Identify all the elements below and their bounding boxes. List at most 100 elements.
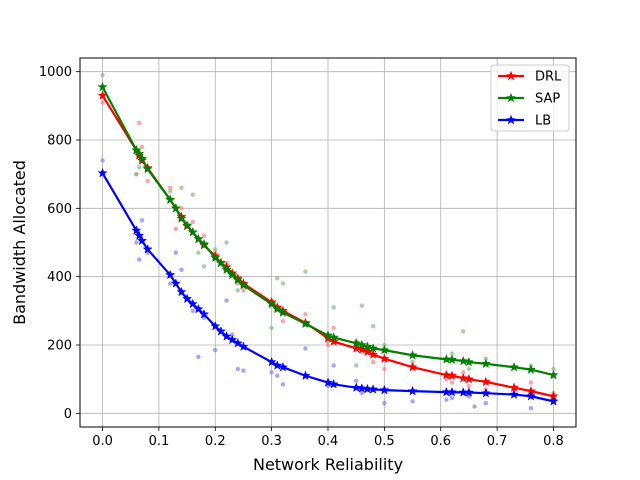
scatter-point [269,370,274,375]
scatter-point [444,376,449,382]
legend: DRL SAP LB [490,64,570,132]
legend-marker-sap [505,92,517,103]
data-point-sap [170,203,181,213]
data-point-sap [227,269,238,280]
data-point-lb [480,387,491,398]
scatter-point [303,312,308,317]
data-point-lb [266,356,277,367]
data-point-sap [221,264,232,275]
data-point-sap [165,194,176,205]
scatter-point [100,72,105,78]
scatter-point [235,366,241,372]
data-point-lb [328,378,339,389]
scatter-point [353,363,359,368]
scatter-point [370,324,376,329]
y-tick-label: 600 [47,202,72,217]
axis-ticks: 0.0 0.1 0.2 0.3 0.4 0.5 0.6 0.7 0.8 0 200 400 600 800… [39,65,564,449]
x-tick-label: 0.3 [261,434,282,449]
data-point-lb [198,308,210,319]
data-point-lb [142,244,153,254]
scatter-point [280,382,286,387]
scatter-point [213,347,218,353]
data-point-sap [215,257,226,268]
scatter-point [382,400,387,406]
scatter-point [167,185,173,191]
scatter-point [201,264,207,269]
scatter-point [303,269,308,274]
y-axis-label: Bandwidth Allocated [10,160,29,325]
data-point-lb [136,235,148,246]
scatter-point [139,218,145,223]
x-tick-label: 0.8 [543,434,564,449]
data-point-lb [131,225,142,235]
scatter-point [303,346,308,351]
data-point-lb [221,331,232,341]
data-point-lb [193,303,204,314]
scatter-point [167,281,173,286]
data-point-lb [300,370,311,381]
scatter-point [551,366,556,372]
data-point-lb [356,383,367,393]
scatter-point [466,366,472,372]
scatter-point [528,406,534,411]
scatter-point [136,120,142,126]
data-point-sap [176,213,187,223]
data-point-lb [238,341,249,352]
data-point-lb [97,167,108,178]
data-point-sap [266,298,277,309]
data-point-lb [351,382,362,393]
scatter-point [275,276,280,281]
scatter-point [173,250,179,255]
scatter-point [241,368,246,373]
scatter-point [410,399,415,404]
scatter-point [466,383,472,389]
data-point-sap [508,361,520,372]
data-point-sap [198,238,210,249]
scatter-point [325,342,331,348]
data-point-lb [232,337,243,348]
data-point-sap [182,220,193,230]
data-point-lb [525,390,536,401]
x-tick-label: 0.0 [92,434,113,449]
data-point-lb [368,384,379,394]
scatter-point [359,303,365,308]
scatter-point [449,380,455,385]
scatter-point [190,308,195,314]
data-point-lb [362,383,373,394]
scatter-point [331,305,336,310]
data-point-sap [136,153,148,164]
scatter-point [145,178,150,184]
data-point-sap [134,148,145,158]
y-tick-label: 1000 [39,65,72,80]
data-point-sap [525,364,536,374]
data-point-sap [187,226,198,237]
data-point-drl [379,353,390,363]
data-point-lb [508,389,520,399]
data-point-lb [170,278,181,288]
data-point-lb [379,384,390,395]
data-point-lb [322,377,334,387]
scatter-point [483,400,489,406]
data-point-sap [272,303,283,314]
scatter-point [269,325,274,331]
scatter-point [444,397,449,402]
data-point-lb [182,293,193,304]
data-point-sap [300,318,311,329]
scatter-point [280,318,286,324]
scatter-point [179,206,184,211]
scatter-point [173,226,179,232]
data-point-drl [368,349,379,359]
scatter-point [528,380,534,385]
scatter-point [136,165,142,170]
scatter-point [241,288,246,293]
data-point-lb [165,269,176,280]
scatter-point [136,257,142,262]
scatter-point [353,378,359,384]
data-point-lb [227,334,238,345]
data-point-sap [277,307,288,317]
x-tick-label: 0.2 [205,434,226,449]
data-point-drl [463,373,474,384]
scatter-point [472,404,477,409]
data-point-sap [351,337,362,348]
